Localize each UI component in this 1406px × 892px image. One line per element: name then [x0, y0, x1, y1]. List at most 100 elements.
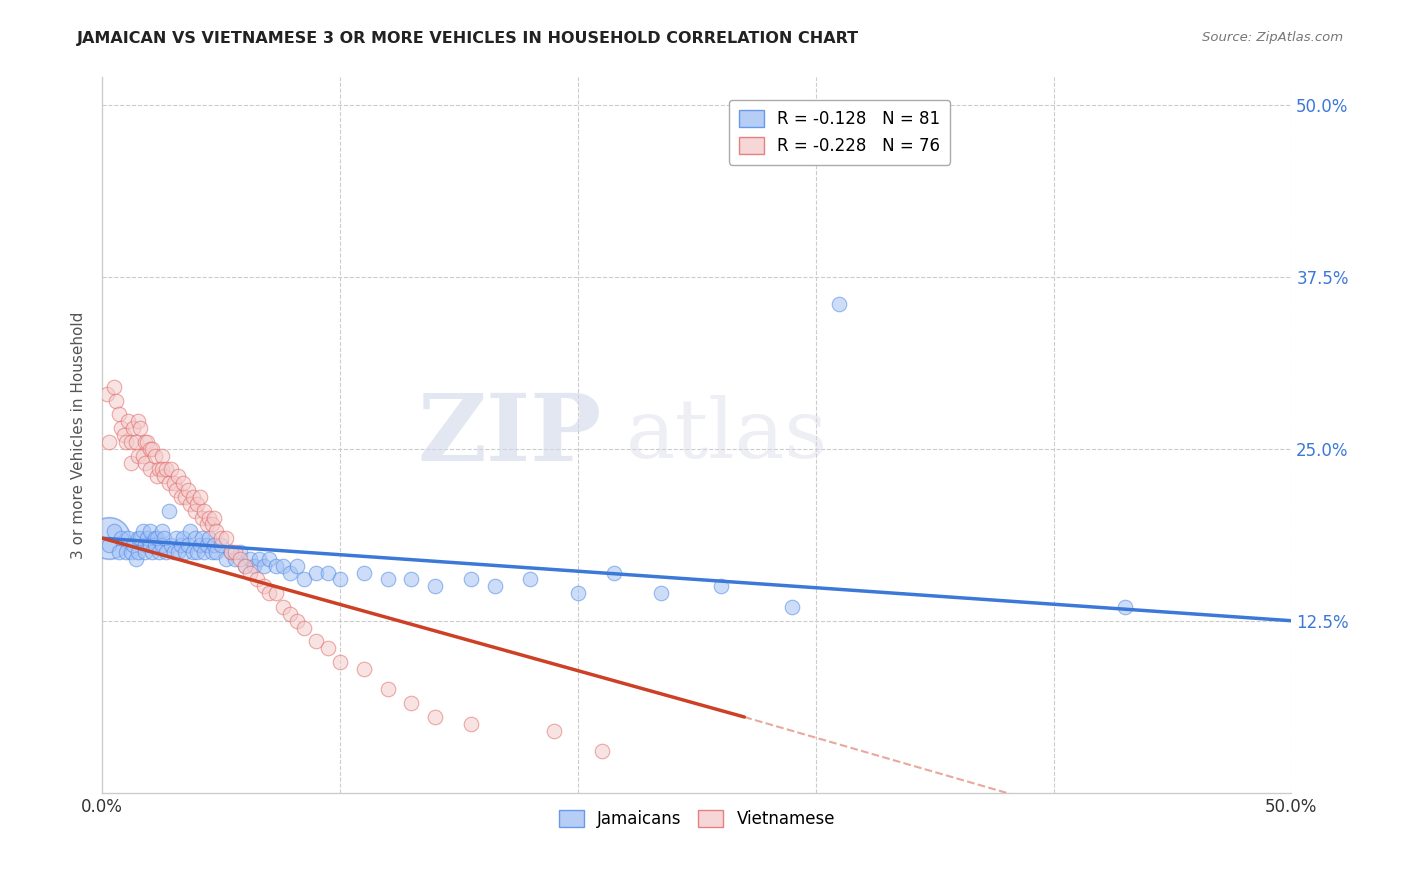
Point — [285, 614, 308, 628]
Point — [139, 442, 162, 456]
Point — [567, 586, 589, 600]
Point — [650, 586, 672, 600]
Point — [285, 558, 308, 573]
Point — [117, 414, 139, 428]
Point — [353, 566, 375, 580]
Point — [174, 545, 197, 559]
Legend: Jamaicans, Vietnamese: Jamaicans, Vietnamese — [553, 803, 842, 834]
Point — [179, 497, 201, 511]
Point — [233, 558, 256, 573]
Point — [377, 682, 399, 697]
Point — [108, 545, 131, 559]
Point — [201, 517, 224, 532]
Text: ZIP: ZIP — [418, 390, 602, 480]
Point — [484, 579, 506, 593]
Point — [162, 545, 184, 559]
Point — [198, 531, 221, 545]
Point — [122, 538, 145, 552]
Point — [146, 469, 169, 483]
Text: atlas: atlas — [626, 395, 828, 475]
Point — [150, 524, 173, 539]
Point — [195, 517, 218, 532]
Point — [167, 545, 190, 559]
Point — [129, 421, 152, 435]
Point — [425, 579, 447, 593]
Point — [186, 545, 208, 559]
Point — [170, 538, 193, 552]
Point — [127, 414, 149, 428]
Point — [143, 538, 166, 552]
Point — [198, 510, 221, 524]
Point — [172, 476, 194, 491]
Point — [131, 449, 153, 463]
Point — [243, 558, 266, 573]
Point — [124, 434, 146, 449]
Point — [150, 538, 173, 552]
Point — [127, 545, 149, 559]
Point — [131, 524, 153, 539]
Point — [117, 531, 139, 545]
Point — [191, 510, 214, 524]
Point — [195, 538, 218, 552]
Point — [157, 476, 180, 491]
Point — [305, 566, 328, 580]
Point — [377, 573, 399, 587]
Point — [136, 434, 159, 449]
Point — [157, 504, 180, 518]
Point — [202, 538, 225, 552]
Point — [143, 531, 166, 545]
Text: Source: ZipAtlas.com: Source: ZipAtlas.com — [1202, 31, 1343, 45]
Point — [122, 421, 145, 435]
Point — [181, 490, 204, 504]
Point — [316, 641, 339, 656]
Point — [167, 469, 190, 483]
Point — [257, 586, 280, 600]
Point — [153, 531, 176, 545]
Point — [401, 696, 423, 710]
Point — [186, 497, 208, 511]
Point — [165, 531, 187, 545]
Point — [543, 723, 565, 738]
Point — [201, 545, 224, 559]
Point — [191, 531, 214, 545]
Point — [209, 531, 232, 545]
Point — [139, 462, 162, 476]
Point — [141, 545, 163, 559]
Point — [184, 531, 207, 545]
Point — [112, 428, 135, 442]
Point — [127, 449, 149, 463]
Point — [188, 538, 211, 552]
Point — [193, 504, 215, 518]
Point — [139, 538, 162, 552]
Point — [174, 490, 197, 504]
Point — [209, 538, 232, 552]
Point — [155, 462, 177, 476]
Point — [253, 579, 276, 593]
Point — [115, 545, 138, 559]
Point — [150, 449, 173, 463]
Point — [103, 380, 125, 394]
Point — [246, 573, 269, 587]
Point — [292, 573, 315, 587]
Point — [602, 566, 624, 580]
Point — [264, 586, 287, 600]
Point — [120, 545, 142, 559]
Y-axis label: 3 or more Vehicles in Household: 3 or more Vehicles in Household — [72, 311, 86, 558]
Point — [98, 531, 121, 545]
Point — [146, 531, 169, 545]
Point — [98, 434, 121, 449]
Point — [98, 538, 121, 552]
Point — [155, 545, 177, 559]
Point — [278, 566, 301, 580]
Point — [162, 476, 184, 491]
Point — [172, 531, 194, 545]
Point — [160, 462, 183, 476]
Point — [292, 621, 315, 635]
Point — [329, 573, 352, 587]
Point — [401, 573, 423, 587]
Point — [120, 434, 142, 449]
Point — [115, 434, 138, 449]
Point — [134, 538, 156, 552]
Point — [124, 551, 146, 566]
Point — [108, 408, 131, 422]
